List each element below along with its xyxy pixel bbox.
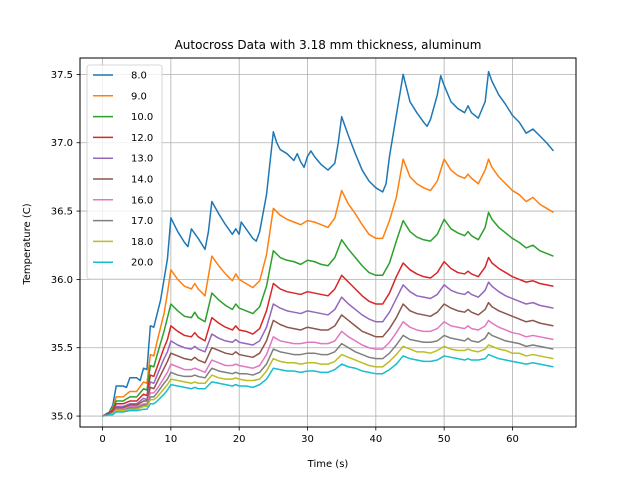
legend-label: 20.0: [131, 258, 153, 269]
series-line-12-0: [102, 256, 554, 417]
legend-label: 10.0: [131, 112, 153, 123]
legend-label: 18.0: [131, 237, 153, 248]
y-tick-label: 35.5: [51, 343, 73, 354]
legend-label: 16.0: [131, 195, 153, 206]
legend-label: 14.0: [131, 175, 153, 186]
legend-label: 9.0: [131, 91, 147, 102]
x-tick-label: 60: [506, 434, 519, 445]
x-tick-label: 30: [301, 434, 314, 445]
x-axis-label: Time (s): [307, 459, 349, 470]
y-tick-label: 35.0: [51, 412, 73, 423]
axes-frame: [79, 57, 577, 428]
legend-label: 12.0: [131, 133, 153, 144]
y-tick-label: 37.0: [51, 138, 73, 149]
x-tick-label: 0: [99, 434, 105, 445]
series-line-16-0: [102, 319, 554, 417]
y-tick-label: 37.5: [51, 70, 73, 81]
series-line-9-0: [102, 158, 554, 417]
y-axis: 35.0 35.5 36.0 36.5 37.0 37.5: [51, 70, 80, 423]
x-tick-label: 20: [233, 434, 246, 445]
plot-area: [102, 70, 555, 417]
series-line-20-0: [102, 353, 554, 417]
series-line-13-0: [102, 281, 554, 417]
y-axis-label: Temperature (C): [22, 203, 33, 285]
legend-label: 13.0: [131, 154, 153, 165]
x-tick-label: 10: [164, 434, 177, 445]
legend: 8.0 9.0 10.0 12.0 13.0 14.0 16.0 17.0 18.0 20.0: [86, 64, 163, 280]
legend-label: 17.0: [131, 216, 153, 227]
chart-title: Autocross Data with 3.18 mm thickness, a…: [175, 38, 482, 52]
series-line-14-0: [102, 301, 554, 417]
y-tick-label: 36.5: [51, 207, 73, 218]
series-line-17-0: [102, 331, 554, 417]
legend-label: 8.0: [131, 71, 147, 82]
x-axis: 0 10 20 30 40 50 60: [99, 427, 519, 445]
series-line-10-0: [102, 211, 554, 417]
series-line-8-0: [102, 70, 555, 417]
y-tick-label: 36.0: [51, 275, 73, 286]
series-line-18-0: [102, 344, 554, 417]
grid: [80, 58, 576, 427]
x-tick-label: 40: [369, 434, 382, 445]
legend-box: [86, 64, 163, 280]
x-tick-label: 50: [438, 434, 451, 445]
